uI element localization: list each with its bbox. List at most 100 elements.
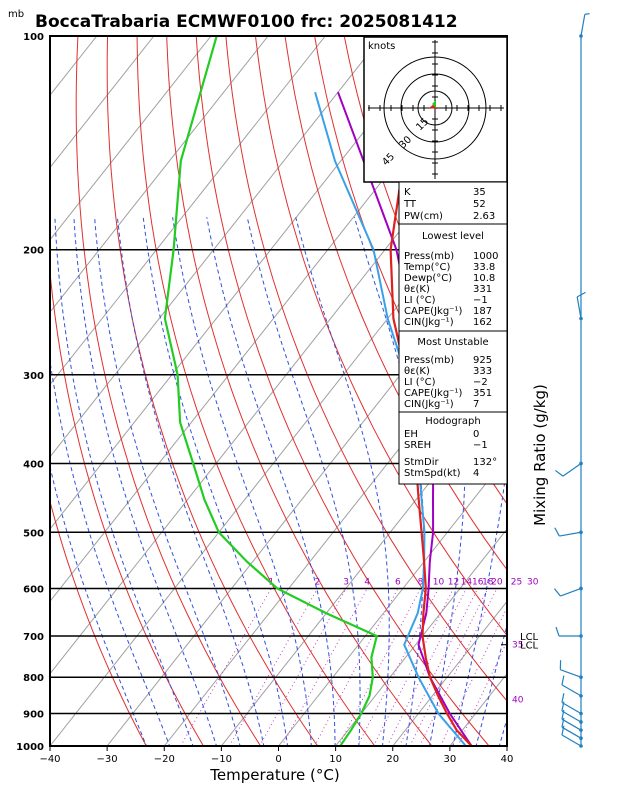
hodograph-ring (400, 73, 470, 143)
pressure-tick-label: 900 (23, 710, 44, 721)
index-value: 0 (473, 429, 479, 440)
dry-adiabat-line (254, 36, 507, 637)
wind-barbs (553, 13, 590, 748)
dry-adiabat-line (284, 36, 507, 571)
wind-barb-feather (555, 626, 560, 637)
index-label: θε(K) (404, 284, 430, 295)
storm-motion-marker (432, 100, 436, 108)
dry-adiabat-line (106, 36, 319, 746)
index-value: 162 (473, 317, 492, 328)
index-label: CAPE(Jkg⁻¹) (404, 388, 462, 399)
moist-adiabat-line (452, 217, 507, 746)
isotherm-line (50, 36, 383, 458)
dewpoint-profile-line (163, 36, 379, 746)
chart-title: BoccaTrabaria ECMWF0100 frc: 2025081412 (35, 12, 458, 32)
moist-adiabat-line (206, 217, 336, 746)
index-label: CAPE(Jkg⁻¹) (404, 306, 462, 317)
moist-adiabat-line (246, 217, 361, 746)
most-unstable-header: Most Unstable (417, 337, 488, 348)
index-value: 351 (473, 388, 492, 399)
dry-adiabat-value-label: 35 (512, 641, 523, 651)
index-value: 35 (473, 187, 486, 198)
wind-barb-feather (554, 527, 560, 537)
moist-adiabat-line (50, 358, 171, 746)
index-label: StmDir (404, 457, 439, 468)
index-value: 52 (473, 199, 486, 210)
wind-barb-shaft (561, 710, 582, 723)
indices-top-block: K 35 TT 52 PW(cm) 2.63 (403, 187, 495, 222)
temperature-profile-line (389, 36, 475, 746)
mixing-ratio-label: 6 (395, 578, 401, 588)
wind-barb-feather (553, 588, 561, 597)
mixing-ratio-label: 30 (527, 578, 539, 588)
x-tick-label: 30 (444, 754, 457, 765)
dry-adiabat-line (225, 36, 507, 702)
wind-barb-shaft (561, 684, 582, 697)
wind-barb-shaft (561, 701, 582, 715)
index-label: CIN(Jkg⁻¹) (404, 317, 454, 328)
wind-barb-feather (561, 725, 565, 736)
isotherm-line (50, 36, 440, 530)
index-value: 331 (473, 284, 492, 295)
index-value: 132° (473, 457, 497, 468)
index-value: 1000 (473, 251, 498, 262)
mixing-ratio-label: 3 (343, 578, 349, 588)
index-value: −1 (473, 440, 488, 451)
moist-adiabat-line (73, 217, 218, 746)
index-label: LI (°C) (404, 377, 436, 388)
mixing-ratio-line (357, 588, 439, 746)
index-label: Temp(°C) (403, 262, 451, 273)
pressure-tick-label: 800 (23, 673, 44, 684)
index-value: 7 (473, 399, 479, 410)
x-tick-label: 10 (329, 754, 342, 765)
pressure-tick-label: 700 (23, 632, 44, 643)
index-value: −1 (473, 295, 488, 306)
dry-adiabat-line (75, 36, 262, 746)
index-label: TT (403, 199, 417, 210)
pressure-tick-label: 100 (23, 32, 44, 43)
isotherm-line (50, 36, 326, 386)
index-label: SREH (404, 440, 431, 451)
mixing-ratio-label: 4 (364, 578, 370, 588)
dry-adiabat-line (545, 20, 618, 761)
dry-adiabat-line (136, 36, 376, 746)
wind-barb-feather (584, 13, 590, 15)
wind-barb-feather (576, 291, 586, 298)
lcl-label: LCL (520, 632, 539, 643)
moist-adiabat-line (172, 217, 312, 746)
indices-frame (398, 181, 508, 485)
index-value: 10.8 (473, 273, 495, 284)
hodograph-block: EH 0 SREH −1 StmDir 132° StmSpd(kt) 4 (404, 429, 497, 479)
moist-adiabat-line (116, 217, 265, 746)
hodograph-ring (383, 56, 487, 160)
moist-adiabat-line (295, 217, 390, 746)
isotherm-line (278, 455, 507, 746)
x-tick-label: −30 (97, 754, 118, 765)
mixing-ratio-label: 10 (433, 578, 445, 588)
pressure-tick-label: 200 (23, 246, 44, 257)
lcl-label: LCL (520, 641, 539, 652)
hodograph-header: Hodograph (425, 416, 480, 427)
index-label: Dewp(°C) (404, 273, 452, 284)
isotherm-line (50, 36, 98, 97)
dry-adiabat-line (50, 499, 147, 746)
x-axis-ticks: −40 −30 −20 −10 0 10 20 30 40 (39, 746, 513, 765)
index-value: 4 (473, 468, 479, 479)
pressure-tick-label: 400 (23, 460, 44, 471)
isotherm-line (50, 36, 269, 313)
wind-barb-feather (555, 469, 564, 477)
mixing-ratio-label: 20 (491, 578, 503, 588)
index-value: 33.8 (473, 262, 495, 273)
wind-barb (561, 725, 583, 748)
mixing-ratio-label: 2 (315, 578, 321, 588)
wind-barb (554, 527, 583, 537)
mixing-ratio-line (419, 588, 498, 746)
hodograph-ring (417, 90, 453, 126)
x-tick-label: −10 (211, 754, 232, 765)
isotherm-line (50, 166, 507, 746)
index-label: LI (°C) (404, 295, 436, 306)
x-tick-label: 0 (275, 754, 281, 765)
